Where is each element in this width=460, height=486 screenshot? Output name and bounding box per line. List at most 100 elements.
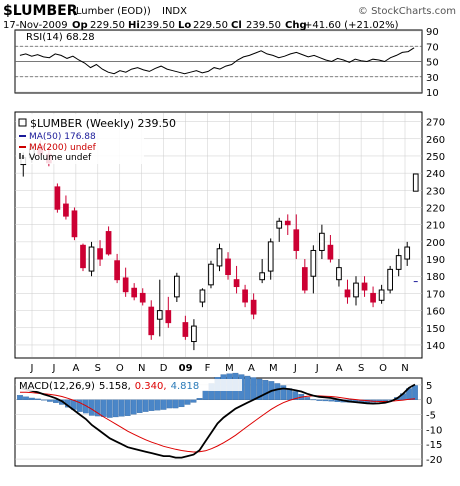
watermark: © StockCharts.com	[358, 6, 456, 17]
macd-histogram-bar	[47, 399, 53, 402]
price-tick-label: 270	[426, 118, 445, 129]
rsi-tick-label: 30	[426, 73, 439, 84]
rsi-label-bg	[16, 31, 120, 42]
macd-histogram-bar	[94, 399, 101, 417]
macd-histogram-bar	[262, 380, 269, 400]
candle-down	[80, 244, 86, 269]
x-axis-label: O	[116, 363, 124, 374]
macd-histogram-bar	[142, 399, 149, 412]
macd-histogram-bar	[322, 399, 329, 402]
candle-up	[378, 289, 385, 301]
macd-tick-label: -15	[426, 440, 442, 451]
exchange-label: INDX	[162, 6, 187, 17]
macd-histogram-bar	[35, 398, 41, 400]
candle-up	[216, 248, 223, 267]
x-axis-label: N	[138, 363, 145, 374]
rsi-panel: 90 70 50 30 10 RSI(14) 68.28	[14, 27, 439, 99]
macd-histogram-bar	[100, 399, 107, 417]
candle-up	[353, 282, 359, 298]
candle-down	[139, 292, 146, 303]
candle-down	[301, 267, 308, 291]
lo-label: Lo	[178, 20, 191, 31]
x-axis-label: J	[293, 363, 297, 374]
rsi-ticks: 90 70 50 30 10	[426, 27, 439, 99]
candle-down	[97, 248, 103, 260]
candle-down	[370, 292, 376, 303]
macd-tick-label: -5	[426, 411, 436, 422]
lo-value: 229.50	[193, 20, 228, 31]
hi-value: 239.50	[140, 20, 175, 31]
op-label: Op	[72, 20, 88, 31]
price-tick-label: 180	[426, 272, 445, 283]
macd-histogram-bar	[166, 399, 173, 409]
macd-histogram-bar	[82, 399, 89, 414]
macd-histogram-bar	[172, 399, 179, 409]
symbol-name: (Lumber (EOD))	[72, 6, 151, 17]
candle-up	[387, 268, 393, 291]
macd-histogram-bar	[190, 399, 197, 403]
macd-histogram-bar	[136, 399, 143, 413]
rsi-line	[19, 47, 415, 75]
macd-histogram-bar	[304, 397, 311, 400]
x-axis-label: A	[248, 363, 255, 374]
volume-legend-label: Volume undef	[29, 153, 92, 163]
price-tick-label: 210	[426, 221, 445, 232]
volume-legend-swatch-b	[22, 155, 24, 159]
candle-down	[361, 282, 368, 291]
price-tick-label: 260	[426, 135, 445, 146]
x-axis-label: D	[160, 363, 168, 374]
macd-histogram-bar	[310, 399, 317, 401]
candle-down	[250, 299, 257, 315]
candle-up	[412, 173, 419, 192]
candle-down	[344, 289, 351, 298]
candle-down	[131, 287, 138, 298]
ma200-legend-label: MA(200) undef	[29, 143, 97, 153]
macd-histogram-bar	[118, 399, 125, 417]
chg-value: +41.60 (+21.02%)	[304, 20, 399, 31]
macd-histogram-bar	[130, 399, 137, 415]
x-axis-label: M	[269, 363, 278, 374]
candle-up	[208, 263, 214, 286]
macd-histogram-bar	[412, 385, 418, 400]
price-tick-label: 190	[426, 255, 445, 266]
macd-histogram-bar	[41, 399, 47, 401]
x-axis-labels: J J A S O N D 09 F M A M J J A S O N	[30, 363, 409, 374]
macd-label: MACD(12,26,9) 5.158, 0.340, 4.818	[19, 381, 199, 392]
rsi-tick-label: 90	[426, 27, 439, 38]
candle-down	[54, 186, 61, 210]
price-tick-label: 250	[426, 152, 445, 163]
macd-histogram-bar	[382, 399, 388, 402]
rsi-tick-label: 50	[426, 58, 439, 69]
macd-line	[19, 383, 416, 459]
candle-up	[310, 249, 317, 277]
candle-up	[336, 267, 342, 281]
macd-tick-label: -20	[426, 455, 442, 466]
price-tick-label: 200	[426, 238, 445, 249]
candle-down	[182, 322, 189, 337]
macd-histogram-bar	[23, 396, 29, 400]
macd-histogram-bar	[148, 399, 155, 411]
x-axis-label: A	[72, 363, 79, 374]
macd-histogram-bar	[280, 385, 287, 400]
candle-down	[63, 203, 69, 217]
macd-histogram-bar	[274, 383, 281, 400]
price-legend-bg	[16, 114, 144, 164]
macd-histogram-bar	[124, 399, 131, 416]
price-tick-label: 160	[426, 307, 445, 318]
macd-label-bg	[16, 379, 242, 391]
macd-histogram-bar	[316, 399, 323, 401]
candle-up	[259, 272, 266, 281]
candle-up	[156, 310, 163, 320]
macd-panel: 5 0 -5 -10 -15 -20 MACD(12,26,9) 5.158, 0.340, 4…	[14, 372, 442, 467]
rsi-grid	[15, 30, 422, 93]
price-tick-label: 220	[426, 204, 445, 215]
macd-label-name: MACD(12,26,9)	[19, 381, 95, 392]
candle-up	[173, 275, 180, 298]
macd-histogram-bar	[154, 399, 161, 411]
candle-down	[293, 229, 300, 251]
x-axis-label: A	[336, 363, 343, 374]
macd-histogram-bar	[29, 397, 35, 400]
candle-up	[191, 325, 197, 343]
candles	[20, 140, 419, 351]
